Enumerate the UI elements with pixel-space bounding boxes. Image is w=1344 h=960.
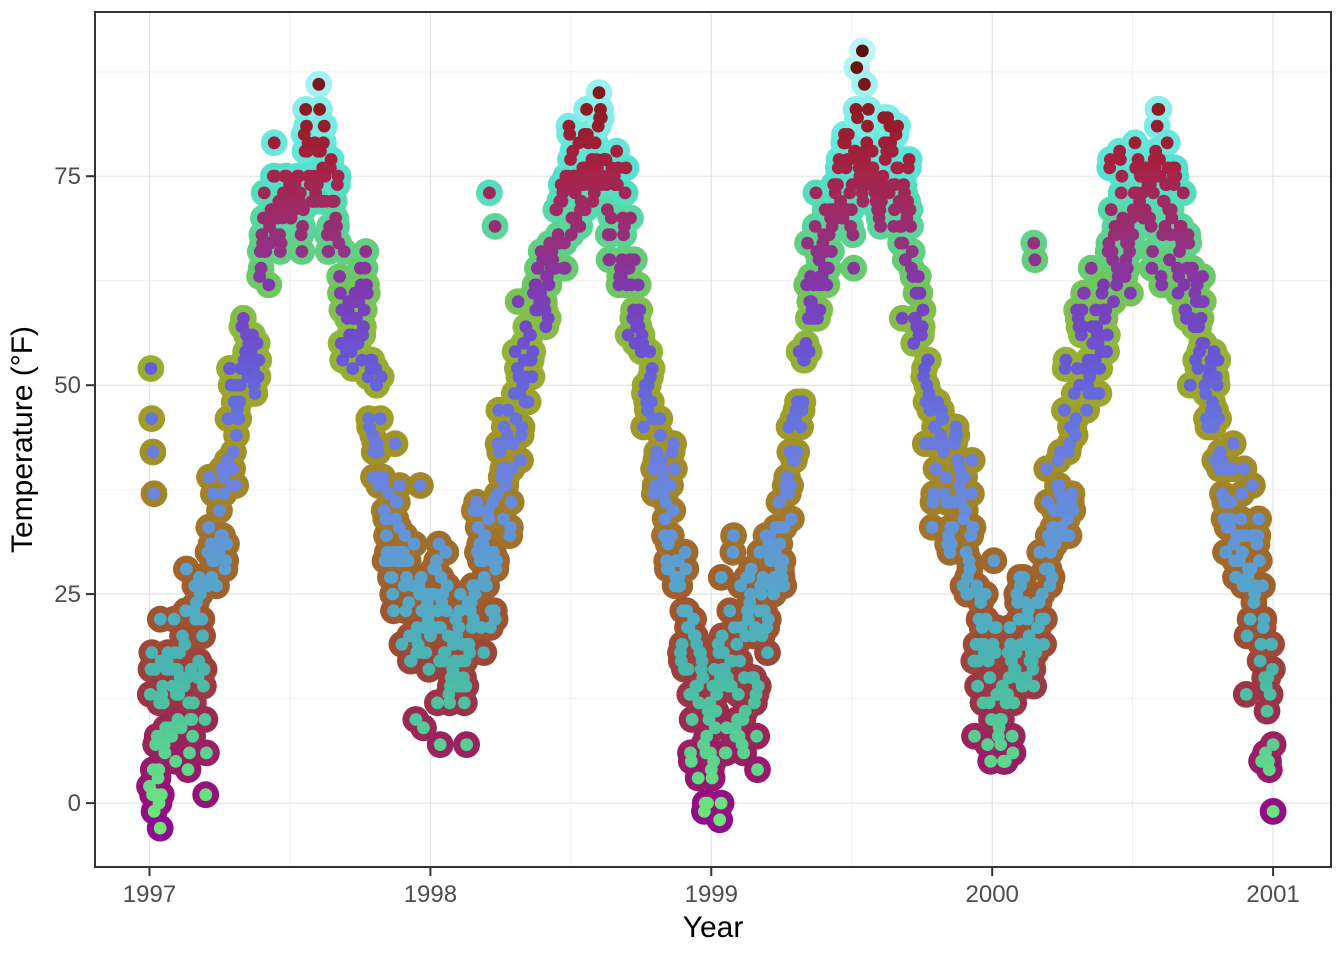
x-tick-label: 2000 (966, 881, 1019, 908)
y-axis-title: Temperature (°F) (6, 326, 39, 553)
y-tick-label: 50 (54, 372, 81, 399)
panel-border (94, 11, 1332, 868)
x-tick-label: 1998 (404, 881, 457, 908)
axis-ticks (86, 175, 1275, 876)
x-axis-title: Year (683, 911, 744, 944)
x-tick-label: 1997 (123, 881, 176, 908)
y-tick-label: 25 (54, 581, 81, 608)
data-points (136, 37, 1287, 842)
axis-tick-labels: 1997 1998 1999 2000 2001 0 25 50 75 (54, 163, 1299, 908)
x-tick-label: 2001 (1246, 881, 1299, 908)
y-tick-label: 75 (54, 163, 81, 190)
inner-dots (143, 44, 1280, 835)
x-tick-label: 1999 (685, 881, 738, 908)
y-tick-label: 0 (68, 790, 81, 817)
